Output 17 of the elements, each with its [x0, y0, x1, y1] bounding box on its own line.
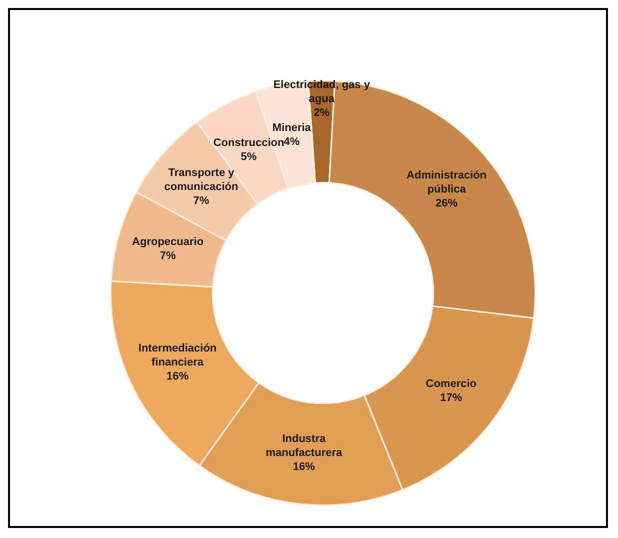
data-label: 26% [436, 197, 458, 210]
data-label: 16% [292, 461, 316, 474]
data-label: 16% [166, 370, 189, 383]
slice-label: Mineria [272, 122, 312, 134]
slice-label: Administración pública [406, 169, 487, 196]
slice-label: Construccion [213, 136, 284, 149]
data-label: 2% [314, 106, 330, 119]
data-label: 7% [193, 195, 210, 208]
data-label: 7% [160, 250, 176, 262]
data-label: 5% [240, 150, 257, 163]
slice-label: Industra manufacturera [266, 433, 343, 460]
slice-label: Comercio [426, 378, 477, 390]
slice-label: Agropecuario [132, 236, 204, 248]
slice-label: Intermediación financiera [138, 342, 217, 369]
data-label: 4% [284, 136, 300, 148]
slice-label: Transporte y comunicación [164, 167, 239, 194]
data-label: 17% [440, 392, 462, 404]
